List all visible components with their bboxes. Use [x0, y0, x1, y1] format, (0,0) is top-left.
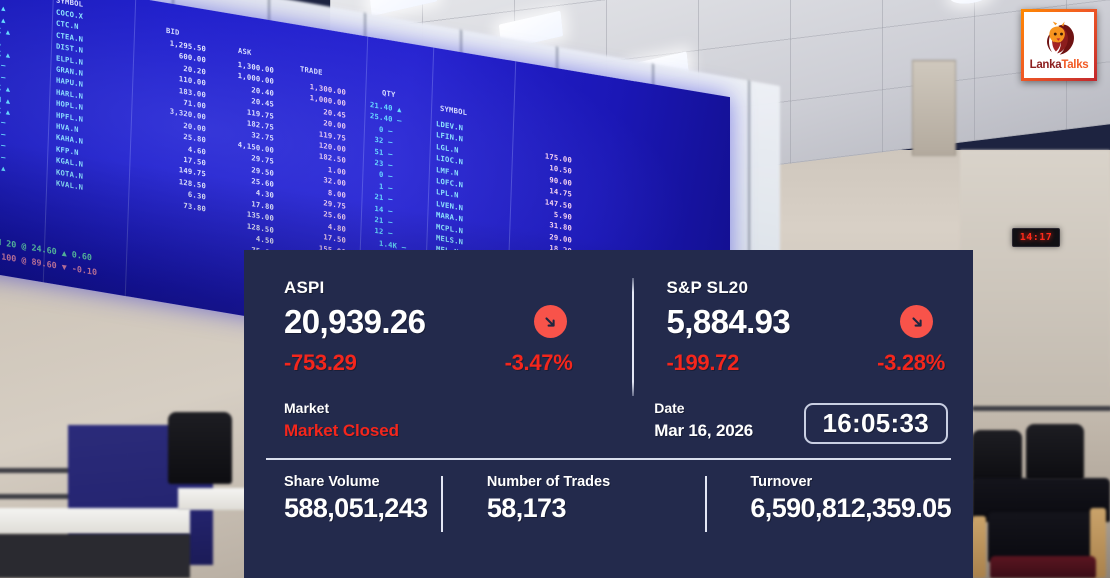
ticker-bid-column: 1,295.50 600.00 20.20 110.00 183.00 71.0…	[169, 38, 206, 214]
desk-surface	[178, 488, 248, 510]
index-value: 20,939.26	[284, 303, 426, 340]
brand-logo-inner: LankaTalks	[1024, 12, 1094, 78]
ticker-qty-column: 4.77%▲ 682 ▲ 676 ▲ 5.9K ▲ 6.42%▲ 10.4K ▲…	[0, 0, 11, 174]
index-name: S&P SL20	[666, 278, 749, 297]
stat-share-volume: Share Volume 588,051,243	[284, 474, 461, 522]
ticker-divider	[124, 0, 137, 297]
index-card-aspi: ASPI 20,939.26 -753.29 -3.47%	[266, 278, 609, 376]
brand-logo[interactable]: LankaTalks	[1021, 9, 1097, 81]
stat-value: 58,173	[486, 493, 567, 523]
brand-logo-text: LankaTalks	[1029, 58, 1089, 72]
arrow-down-right-icon	[533, 305, 567, 338]
stat-value: 6,590,812,359.05	[750, 493, 951, 523]
stat-divider	[441, 476, 443, 532]
index-change: -199.72	[666, 350, 740, 375]
arrow-down-right-glyph	[911, 316, 922, 327]
stat-label: Turnover	[750, 474, 813, 490]
desk-surface	[0, 508, 190, 534]
stat-number-of-trades: Number of Trades 58,173	[461, 474, 725, 522]
market-status: Market Closed	[284, 421, 399, 440]
lion-head-icon	[1047, 21, 1074, 55]
index-divider	[632, 278, 634, 396]
index-name: ASPI	[284, 278, 325, 297]
floor-rail	[972, 406, 1110, 411]
clock-display: 16:05:33	[803, 403, 948, 444]
date-label: Date	[654, 400, 685, 416]
market-summary-panel: ASPI 20,939.26 -753.29 -3.47% S&P	[244, 250, 973, 578]
index-value: 5,884.93	[666, 303, 791, 340]
index-percent: -3.28%	[877, 350, 945, 375]
auditorium-seat	[1026, 424, 1084, 480]
desk-base	[0, 534, 190, 578]
date-block: Date Mar 16, 2026	[654, 400, 803, 441]
wall-clock-value: 14:17	[1019, 232, 1053, 243]
brand-name-part2: Talks	[1061, 58, 1089, 71]
index-change-row: -199.72 -3.28%	[667, 350, 952, 376]
index-change: -753.29	[284, 350, 357, 375]
wall-right-panel	[960, 150, 1110, 400]
stat-value: 588,051,243	[284, 493, 428, 523]
panel-divider	[266, 458, 951, 460]
market-label: Market	[284, 400, 330, 416]
index-value-row: 5,884.93	[667, 305, 952, 338]
stat-turnover: Turnover 6,590,812,359.05	[724, 474, 951, 522]
index-value-row: 20,939.26	[284, 305, 609, 338]
market-status-row: Market Market Closed Date Mar 16, 2026 1…	[266, 400, 951, 444]
market-block: Market Market Closed	[284, 400, 654, 441]
upper-door	[912, 60, 956, 156]
index-row: ASPI 20,939.26 -753.29 -3.47% S&P	[266, 250, 952, 396]
index-card-sp-sl20: S&P SL20 5,884.93 -199.72 -3.28%	[609, 278, 952, 376]
auditorium-seat-row	[988, 512, 1098, 562]
auditorium-seat	[972, 430, 1022, 482]
statistics-row: Share Volume 588,051,243 Number of Trade…	[266, 474, 952, 532]
office-chair	[168, 412, 232, 484]
index-change-row: -753.29 -3.47%	[284, 350, 609, 376]
brand-name-part1: Lanka	[1029, 58, 1062, 71]
auditorium-seat-front	[990, 556, 1096, 578]
stat-divider	[705, 476, 707, 532]
stat-label: Number of Trades	[486, 474, 611, 490]
arrow-down-right-glyph	[545, 316, 555, 327]
ticker-divider	[42, 0, 55, 283]
stat-label: Share Volume	[284, 474, 380, 490]
arrow-down-right-icon	[900, 305, 933, 338]
seat-armrest	[972, 516, 986, 578]
index-percent: -3.47%	[504, 350, 573, 375]
wall-led-clock: 14:17	[1012, 228, 1060, 247]
clock-value: 16:05:33	[822, 408, 929, 438]
date-value: Mar 16, 2026	[654, 421, 753, 440]
